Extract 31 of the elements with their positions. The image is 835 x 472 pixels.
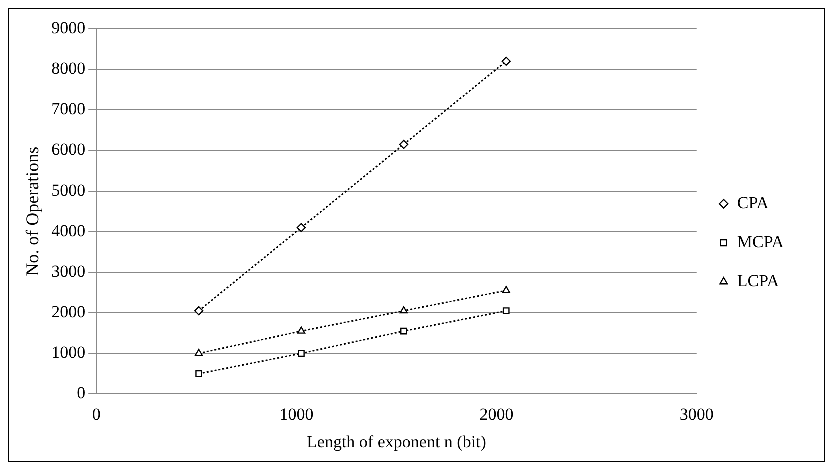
legend-label: LCPA xyxy=(737,271,780,290)
legend-label: CPA xyxy=(737,193,770,212)
x-tick-label: 2000 xyxy=(480,404,514,424)
point xyxy=(399,140,409,150)
x-tick-label: 3000 xyxy=(680,404,714,424)
point xyxy=(297,326,306,334)
y-tick-label: 6000 xyxy=(52,140,86,160)
x-tick-label: 1000 xyxy=(280,404,314,424)
x-tick-label: 0 xyxy=(92,404,101,424)
point xyxy=(196,370,202,378)
point xyxy=(296,223,306,232)
y-tick-label: 9000 xyxy=(52,18,86,38)
y-tick-label: 4000 xyxy=(52,221,86,240)
y-tick-label: 5000 xyxy=(52,180,86,200)
legend-label: MCPA xyxy=(737,232,785,252)
point xyxy=(502,56,511,66)
point xyxy=(502,286,510,294)
point xyxy=(298,350,305,358)
y-tick-label: 0 xyxy=(77,384,86,403)
point xyxy=(194,306,204,316)
point xyxy=(400,328,408,335)
y-axis-title: No. of Operations xyxy=(22,146,43,276)
y-tick-label: 2000 xyxy=(52,302,86,322)
point xyxy=(400,306,408,314)
y-tick-label: 7000 xyxy=(52,100,86,119)
x-axis-title: Length of exponent n (bit) xyxy=(307,432,486,452)
y-tick-label: 1000 xyxy=(52,343,86,362)
y-tick-label: 3000 xyxy=(52,262,86,281)
point xyxy=(194,349,204,356)
point xyxy=(502,308,510,314)
y-tick-label: 8000 xyxy=(52,59,86,78)
